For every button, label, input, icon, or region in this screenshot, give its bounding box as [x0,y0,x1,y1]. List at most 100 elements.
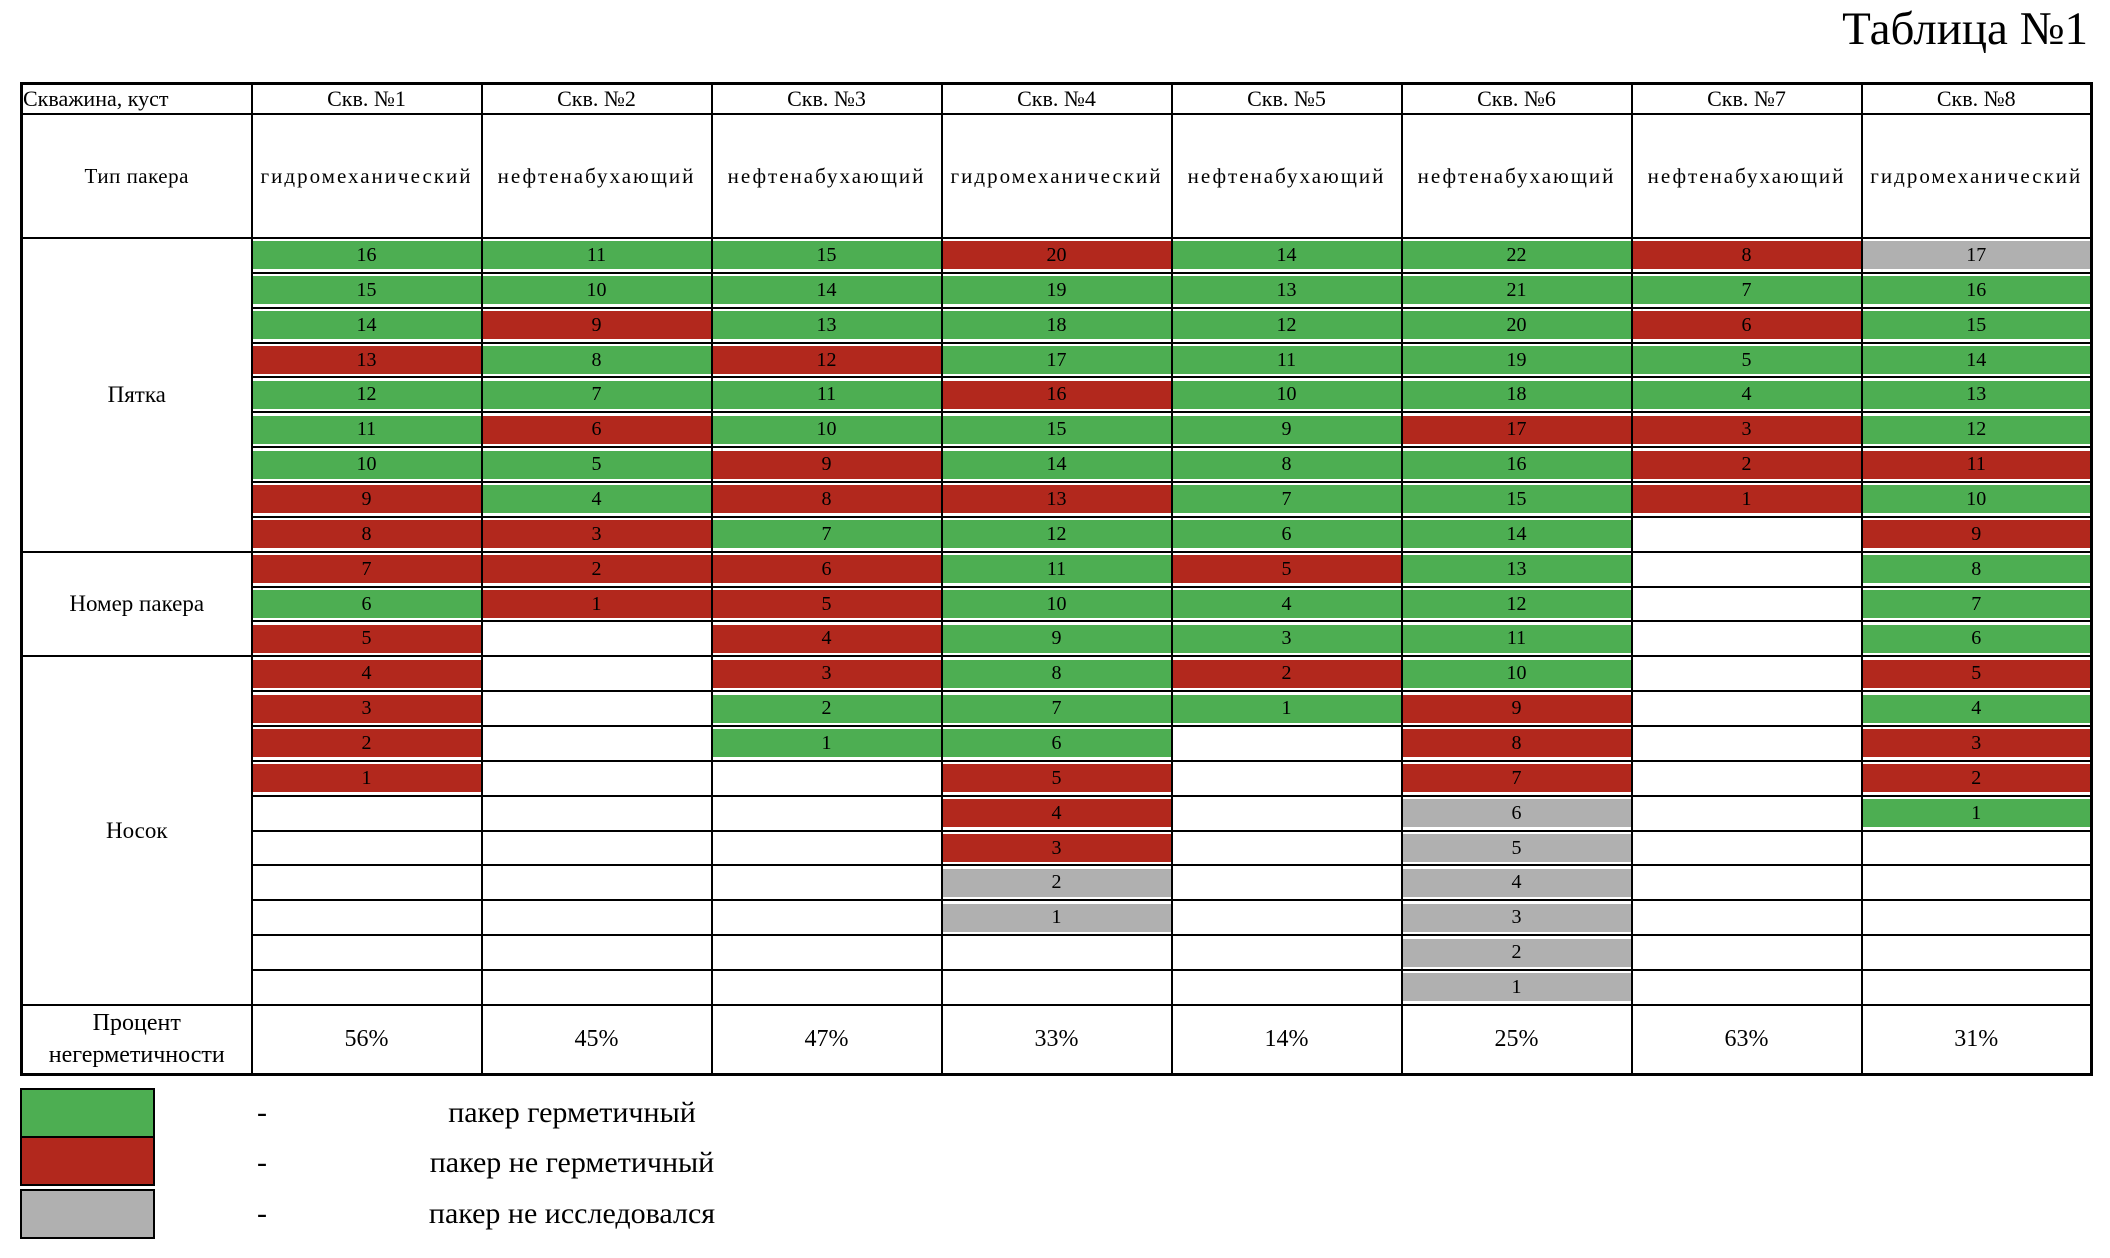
packer-status-leak: 3 [1863,729,2090,758]
cell-well3-empty [710,899,943,937]
packer-status-ok: 9 [1173,415,1400,444]
packer-status-leak: 12 [713,346,940,374]
packer-status-ok: 5 [1633,346,1860,374]
packer-status-ok: 7 [1633,276,1860,305]
cell-well1-packer-14: 14 [250,306,483,344]
packer-status-na: 6 [1403,799,1630,828]
cell-well3-empty [710,829,943,867]
cell-well5-packer-8: 8 [1170,446,1403,484]
packer-number: 6 [361,592,372,615]
cell-well3-packer-4: 4 [710,620,943,658]
packer-number: 8 [591,348,602,371]
legend-swatch-ok [20,1088,155,1138]
cell-well2-empty [480,899,713,937]
packer-number: 18 [1046,313,1067,336]
packer-type-3: нефтенабухающий [710,113,943,239]
packer-status-na: 3 [1403,903,1630,932]
packer-number: 14 [1046,453,1067,476]
cell-well4-packer-8: 8 [940,655,1173,693]
cell-well1-empty [250,899,483,937]
packer-status-ok: 22 [1403,241,1630,270]
packer-number: 8 [1281,453,1292,476]
packer-number: 16 [356,243,377,266]
packer-number: 10 [1046,592,1067,615]
packer-number: 3 [821,662,832,685]
cell-well5-packer-6: 6 [1170,515,1403,553]
packer-number: 2 [1741,453,1752,476]
packer-status-ok: 6 [253,590,480,619]
cell-well7-empty [1630,794,1863,832]
grid-row-3: 14 9 13 18 12 20 6 15 [22,306,2093,344]
well-header-2: Скв. №2 [480,82,713,115]
packer-number: 13 [1046,487,1067,510]
packer-type-2: нефтенабухающий [480,113,713,239]
cell-well5-packer-1: 1 [1170,690,1403,728]
packer-number: 5 [591,453,602,476]
legend-dash: - [257,1146,267,1179]
cell-well8-packer-12: 12 [1860,411,2093,449]
cell-well3-packer-15: 15 [710,237,943,274]
cell-well4-packer-10: 10 [940,585,1173,623]
cell-well3-packer-12: 12 [710,341,943,379]
packer-status-ok: 21 [1403,276,1630,305]
percent-well-4: 33% [940,1003,1173,1076]
packer-status-ok: 8 [1863,555,2090,584]
packer-number: 12 [1046,522,1067,545]
packer-status-leak: 1 [1633,485,1860,514]
packer-status-na: 4 [1403,868,1630,897]
packer-number: 8 [1741,243,1752,266]
packer-number: 16 [1506,453,1527,476]
cell-well7-empty [1630,934,1863,972]
packer-number: 4 [821,627,832,650]
packer-status-na: 1 [1403,973,1630,1002]
packer-number: 15 [1506,487,1527,510]
cell-well8-empty [1860,899,2093,937]
cell-well1-packer-5: 5 [250,620,483,658]
packer-status-ok: 12 [943,520,1170,549]
packer-status-ok: 12 [1403,590,1630,619]
packer-number: 14 [1276,243,1297,266]
cell-well4-packer-6: 6 [940,725,1173,762]
cell-well4-packer-5: 5 [940,759,1173,797]
packer-number: 6 [1971,627,1982,650]
packer-number: 4 [591,487,602,510]
packer-status-ok: 13 [713,311,940,340]
packer-status-leak: 5 [943,764,1170,793]
cell-well6-packer-5: 5 [1400,829,1633,867]
well-header-3: Скв. №3 [710,82,943,115]
cell-well8-packer-1: 1 [1860,794,2093,832]
cell-well2-empty [480,969,713,1006]
cell-well4-packer-9: 9 [940,620,1173,658]
packer-number: 3 [1281,627,1292,650]
cell-well3-packer-9: 9 [710,446,943,484]
cell-well4-packer-15: 15 [940,411,1173,449]
packer-number: 7 [821,522,832,545]
cell-well5-packer-2: 2 [1170,655,1403,693]
packer-status-ok: 11 [713,380,940,409]
packer-number: 11 [1276,348,1297,371]
packer-type-7: нефтенабухающий [1630,113,1863,239]
cell-well1-empty [250,864,483,902]
packer-number: 9 [1971,522,1982,545]
cell-well4-packer-17: 17 [940,341,1173,379]
packer-status-ok: 10 [1173,380,1400,409]
grid-row-1: Пятка 16 11 15 20 14 22 8 17 [20,237,2093,553]
cell-well4-packer-11: 11 [940,550,1173,588]
cell-well2-empty [480,759,713,797]
packer-number: 11 [1966,453,1986,476]
packer-number: 10 [1506,662,1527,685]
packer-status-ok: 10 [1863,485,2090,514]
cell-well5-empty [1170,725,1403,762]
packer-number: 7 [1511,766,1522,789]
cell-well4-packer-14: 14 [940,446,1173,484]
cell-well8-packer-2: 2 [1860,759,2093,797]
legend-label-ok: пакер герметичный [448,1096,696,1129]
cell-well6-packer-20: 20 [1400,306,1633,344]
cell-well3-packer-1: 1 [710,725,943,762]
grid-row-14: 3 2 7 1 9 4 [22,690,2093,728]
cell-well8-packer-5: 5 [1860,655,2093,693]
packer-number: 9 [361,487,372,510]
packer-status-leak: 4 [713,624,940,653]
